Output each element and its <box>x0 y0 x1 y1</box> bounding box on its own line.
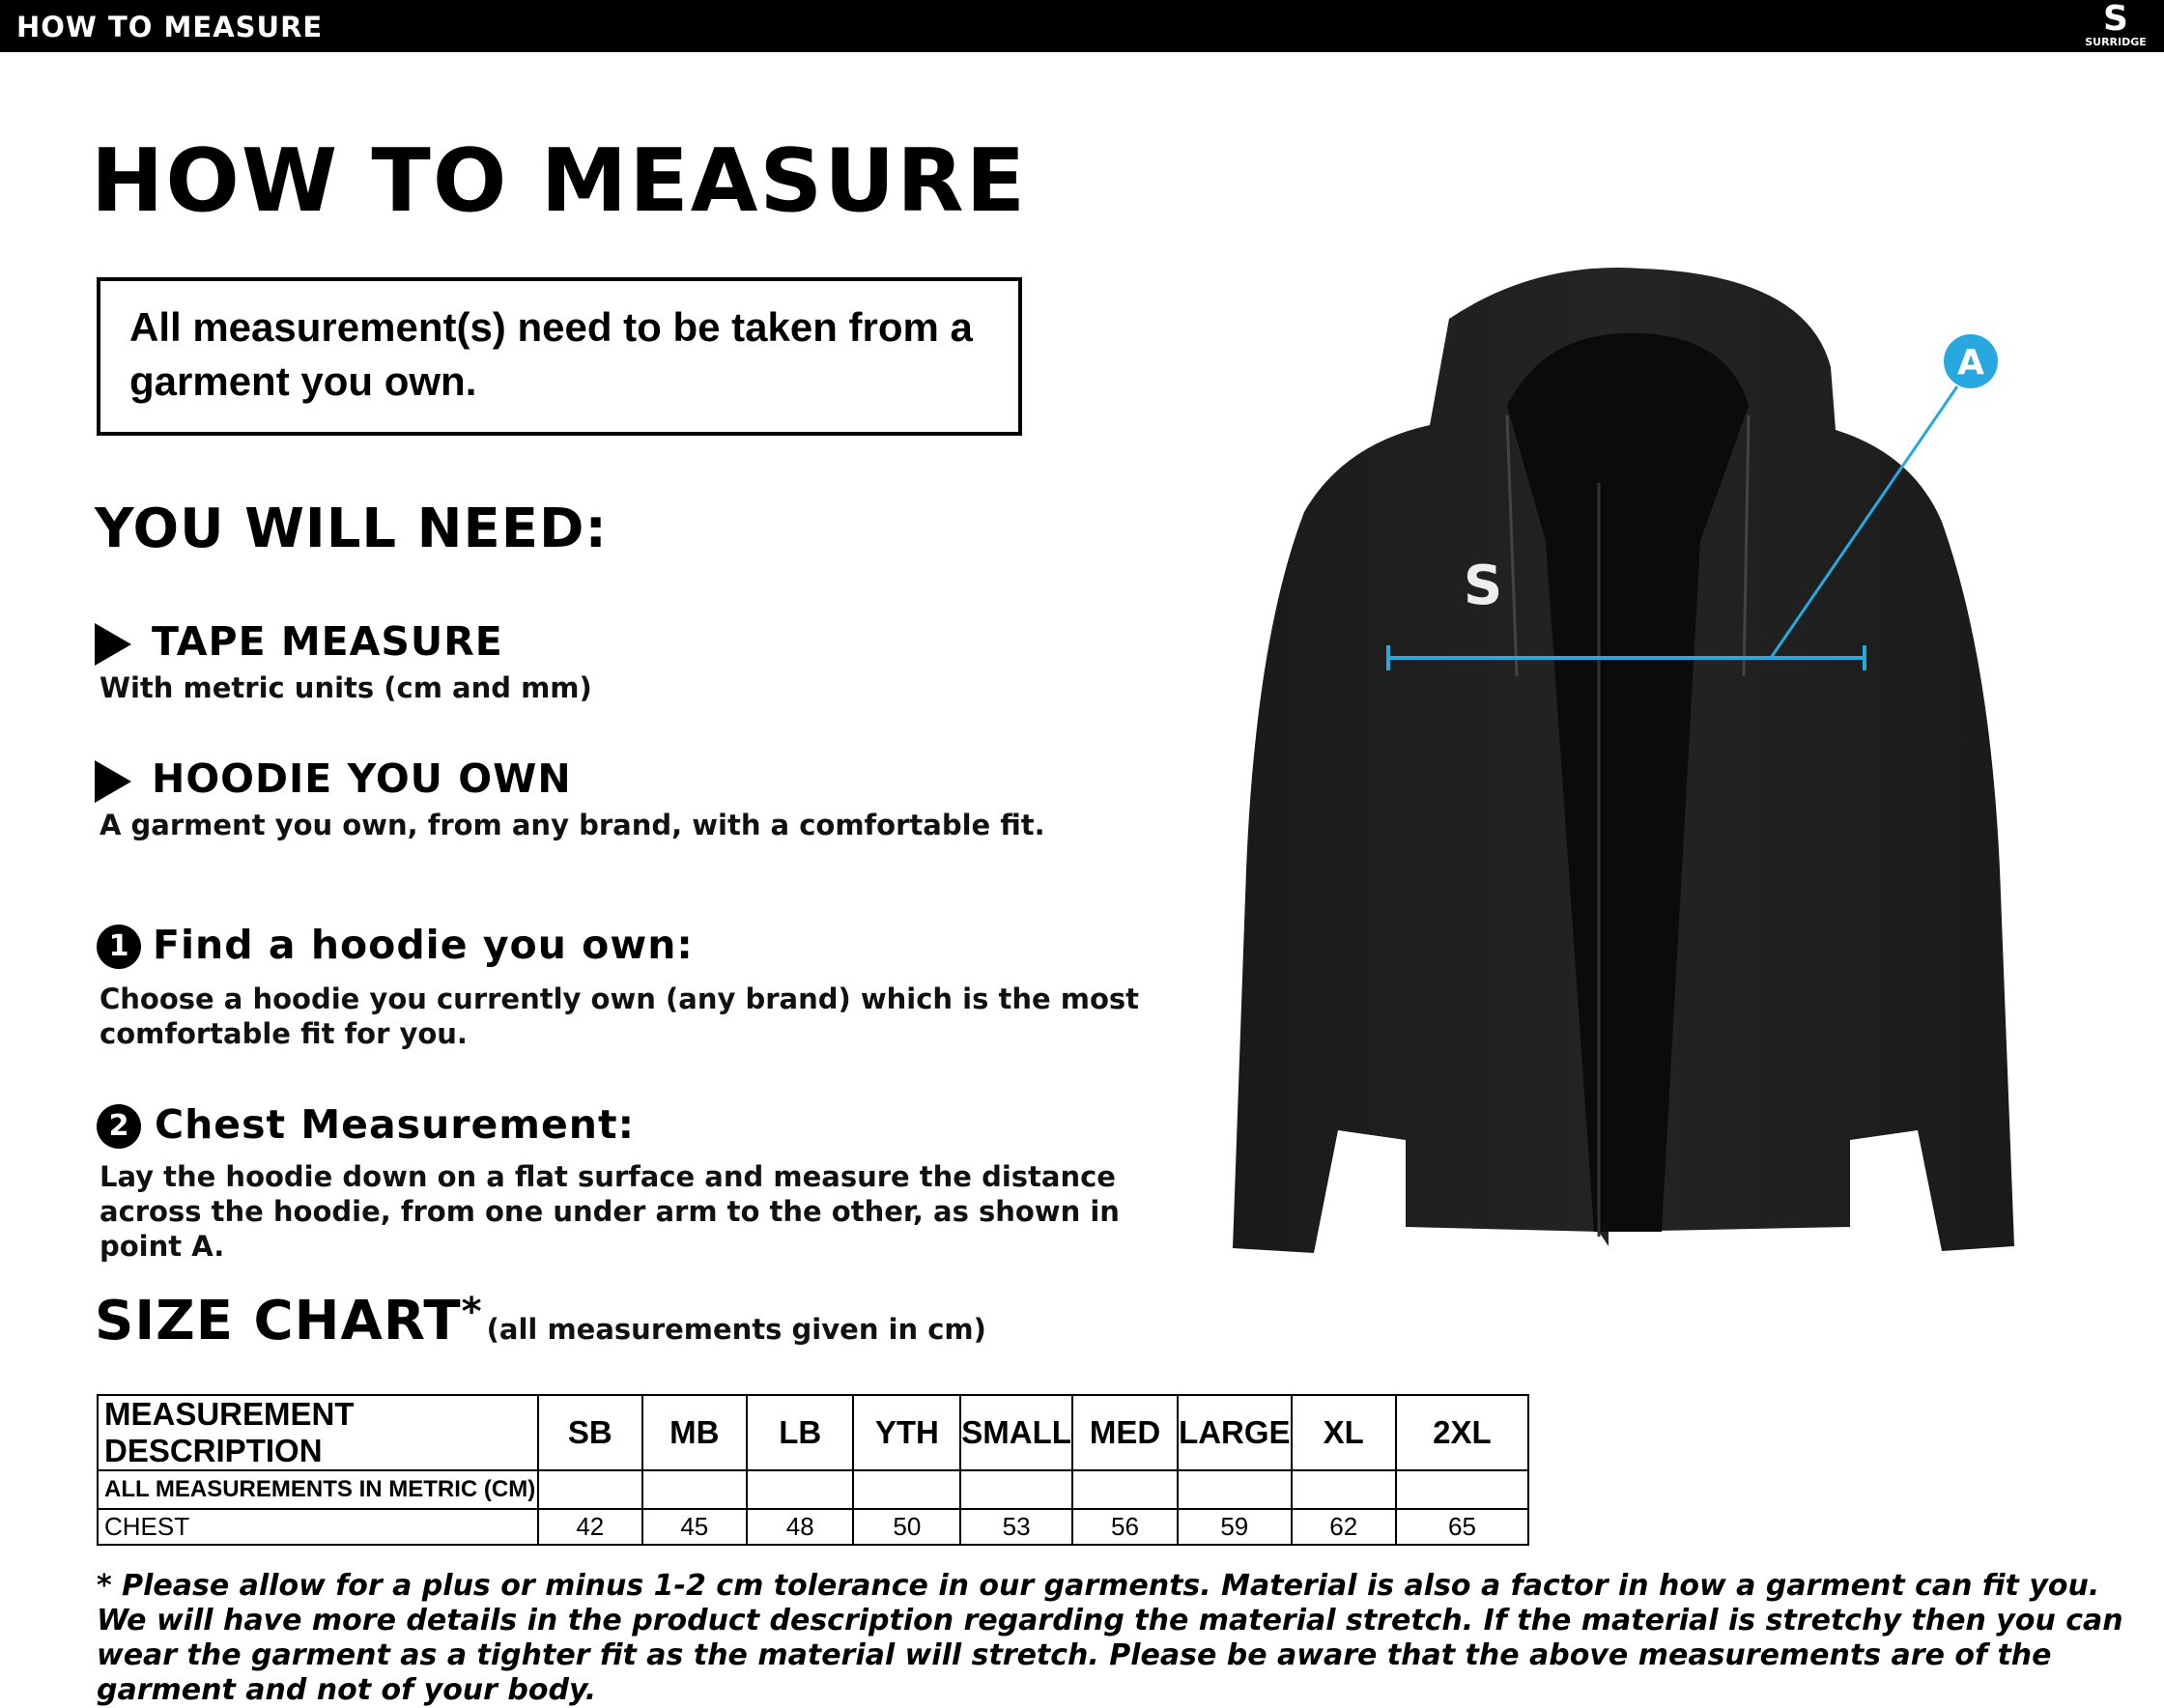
column-header: MEASUREMENT DESCRIPTION <box>96 1394 540 1471</box>
empty-cell <box>1070 1469 1180 1510</box>
column-header: SMALL <box>959 1394 1073 1471</box>
page-title: HOW TO MEASURE <box>91 130 1028 232</box>
subheader-cell: ALL MEASUREMENTS IN METRIC (CM) <box>96 1469 540 1510</box>
empty-cell <box>1394 1469 1530 1510</box>
logo-s-icon: S <box>2103 0 2128 39</box>
step-title: Find a hoodie you own: <box>153 922 694 968</box>
column-header: LARGE <box>1177 1394 1293 1471</box>
step-text: Lay the hoodie down on a flat surface an… <box>100 1160 1120 1263</box>
step-title: Chest Measurement: <box>155 1101 635 1148</box>
empty-cell <box>746 1469 855 1510</box>
column-header: LB <box>746 1394 855 1471</box>
table-cell: 42 <box>537 1508 643 1546</box>
notice-box: All measurement(s) need to be taken from… <box>97 277 1022 436</box>
empty-cell <box>852 1469 962 1510</box>
need-item-title: HOODIE YOU OWN <box>152 755 572 802</box>
empty-cell <box>1177 1469 1293 1510</box>
size-chart-title: SIZE CHART <box>95 1290 462 1352</box>
play-triangle-icon <box>95 623 131 666</box>
table-cell: 62 <box>1290 1508 1397 1546</box>
column-header: MED <box>1070 1394 1180 1471</box>
table-cell: 53 <box>959 1508 1073 1546</box>
empty-cell <box>537 1469 643 1510</box>
brand-logo: S SURRIDGE <box>2077 2 2154 50</box>
pointer-line <box>1769 385 1959 659</box>
size-chart-heading: SIZE CHART* (all measurements given in c… <box>95 1290 986 1352</box>
play-triangle-icon <box>95 760 131 803</box>
table-cell: 65 <box>1394 1508 1530 1546</box>
empty-cell <box>1290 1469 1397 1510</box>
need-item-title: TAPE MEASURE <box>152 618 503 665</box>
step-text: Choose a hoodie you currently own (any b… <box>100 982 1140 1050</box>
column-header: SB <box>537 1394 643 1471</box>
empty-cell <box>959 1469 1073 1510</box>
table-cell: 59 <box>1177 1508 1293 1546</box>
empty-cell <box>641 1469 749 1510</box>
top-bar-title: HOW TO MEASURE <box>16 11 324 43</box>
logo-s-icon: S <box>1464 555 1502 617</box>
hood-inner <box>1507 332 1749 1232</box>
table-cell: 56 <box>1070 1508 1180 1546</box>
table-subheader-row: ALL MEASUREMENTS IN METRIC (CM) <box>96 1469 1530 1510</box>
column-header: MB <box>641 1394 749 1471</box>
asterisk: * <box>461 1290 482 1334</box>
footnote: * Please allow for a plus or minus 1-2 c… <box>97 1569 2123 1707</box>
step-number-badge: 1 <box>97 925 141 969</box>
table-cell: 48 <box>746 1508 855 1546</box>
step-number-badge: 2 <box>97 1104 141 1149</box>
point-a-marker <box>1944 334 1998 388</box>
point-a-label: A <box>1957 343 1984 383</box>
top-bar: HOW TO MEASURE S SURRIDGE <box>0 0 2164 52</box>
row-label: CHEST <box>96 1508 540 1546</box>
table-row: CHEST 42 45 48 50 53 56 59 62 65 <box>96 1508 1530 1546</box>
size-chart-table: MEASUREMENT DESCRIPTION SB MB LB YTH SMALL MED… <box>96 1394 1530 1546</box>
need-item-text: With metric units (cm and mm) <box>100 671 592 704</box>
you-will-need-heading: YOU WILL NEED: <box>95 498 608 560</box>
size-chart-note: (all measurements given in cm) <box>486 1313 986 1346</box>
column-header: XL <box>1290 1394 1397 1471</box>
need-item-text: A garment you own, from any brand, with … <box>100 809 1045 841</box>
hoodie-diagram: S A <box>1233 268 2014 1253</box>
column-header: 2XL <box>1394 1394 1530 1471</box>
table-cell: 45 <box>641 1508 749 1546</box>
column-header: YTH <box>852 1394 962 1471</box>
table-cell: 50 <box>852 1508 962 1546</box>
brand-name: SURRIDGE <box>2085 36 2147 48</box>
table-header-row: MEASUREMENT DESCRIPTION SB MB LB YTH SMALL MED… <box>96 1394 1530 1471</box>
